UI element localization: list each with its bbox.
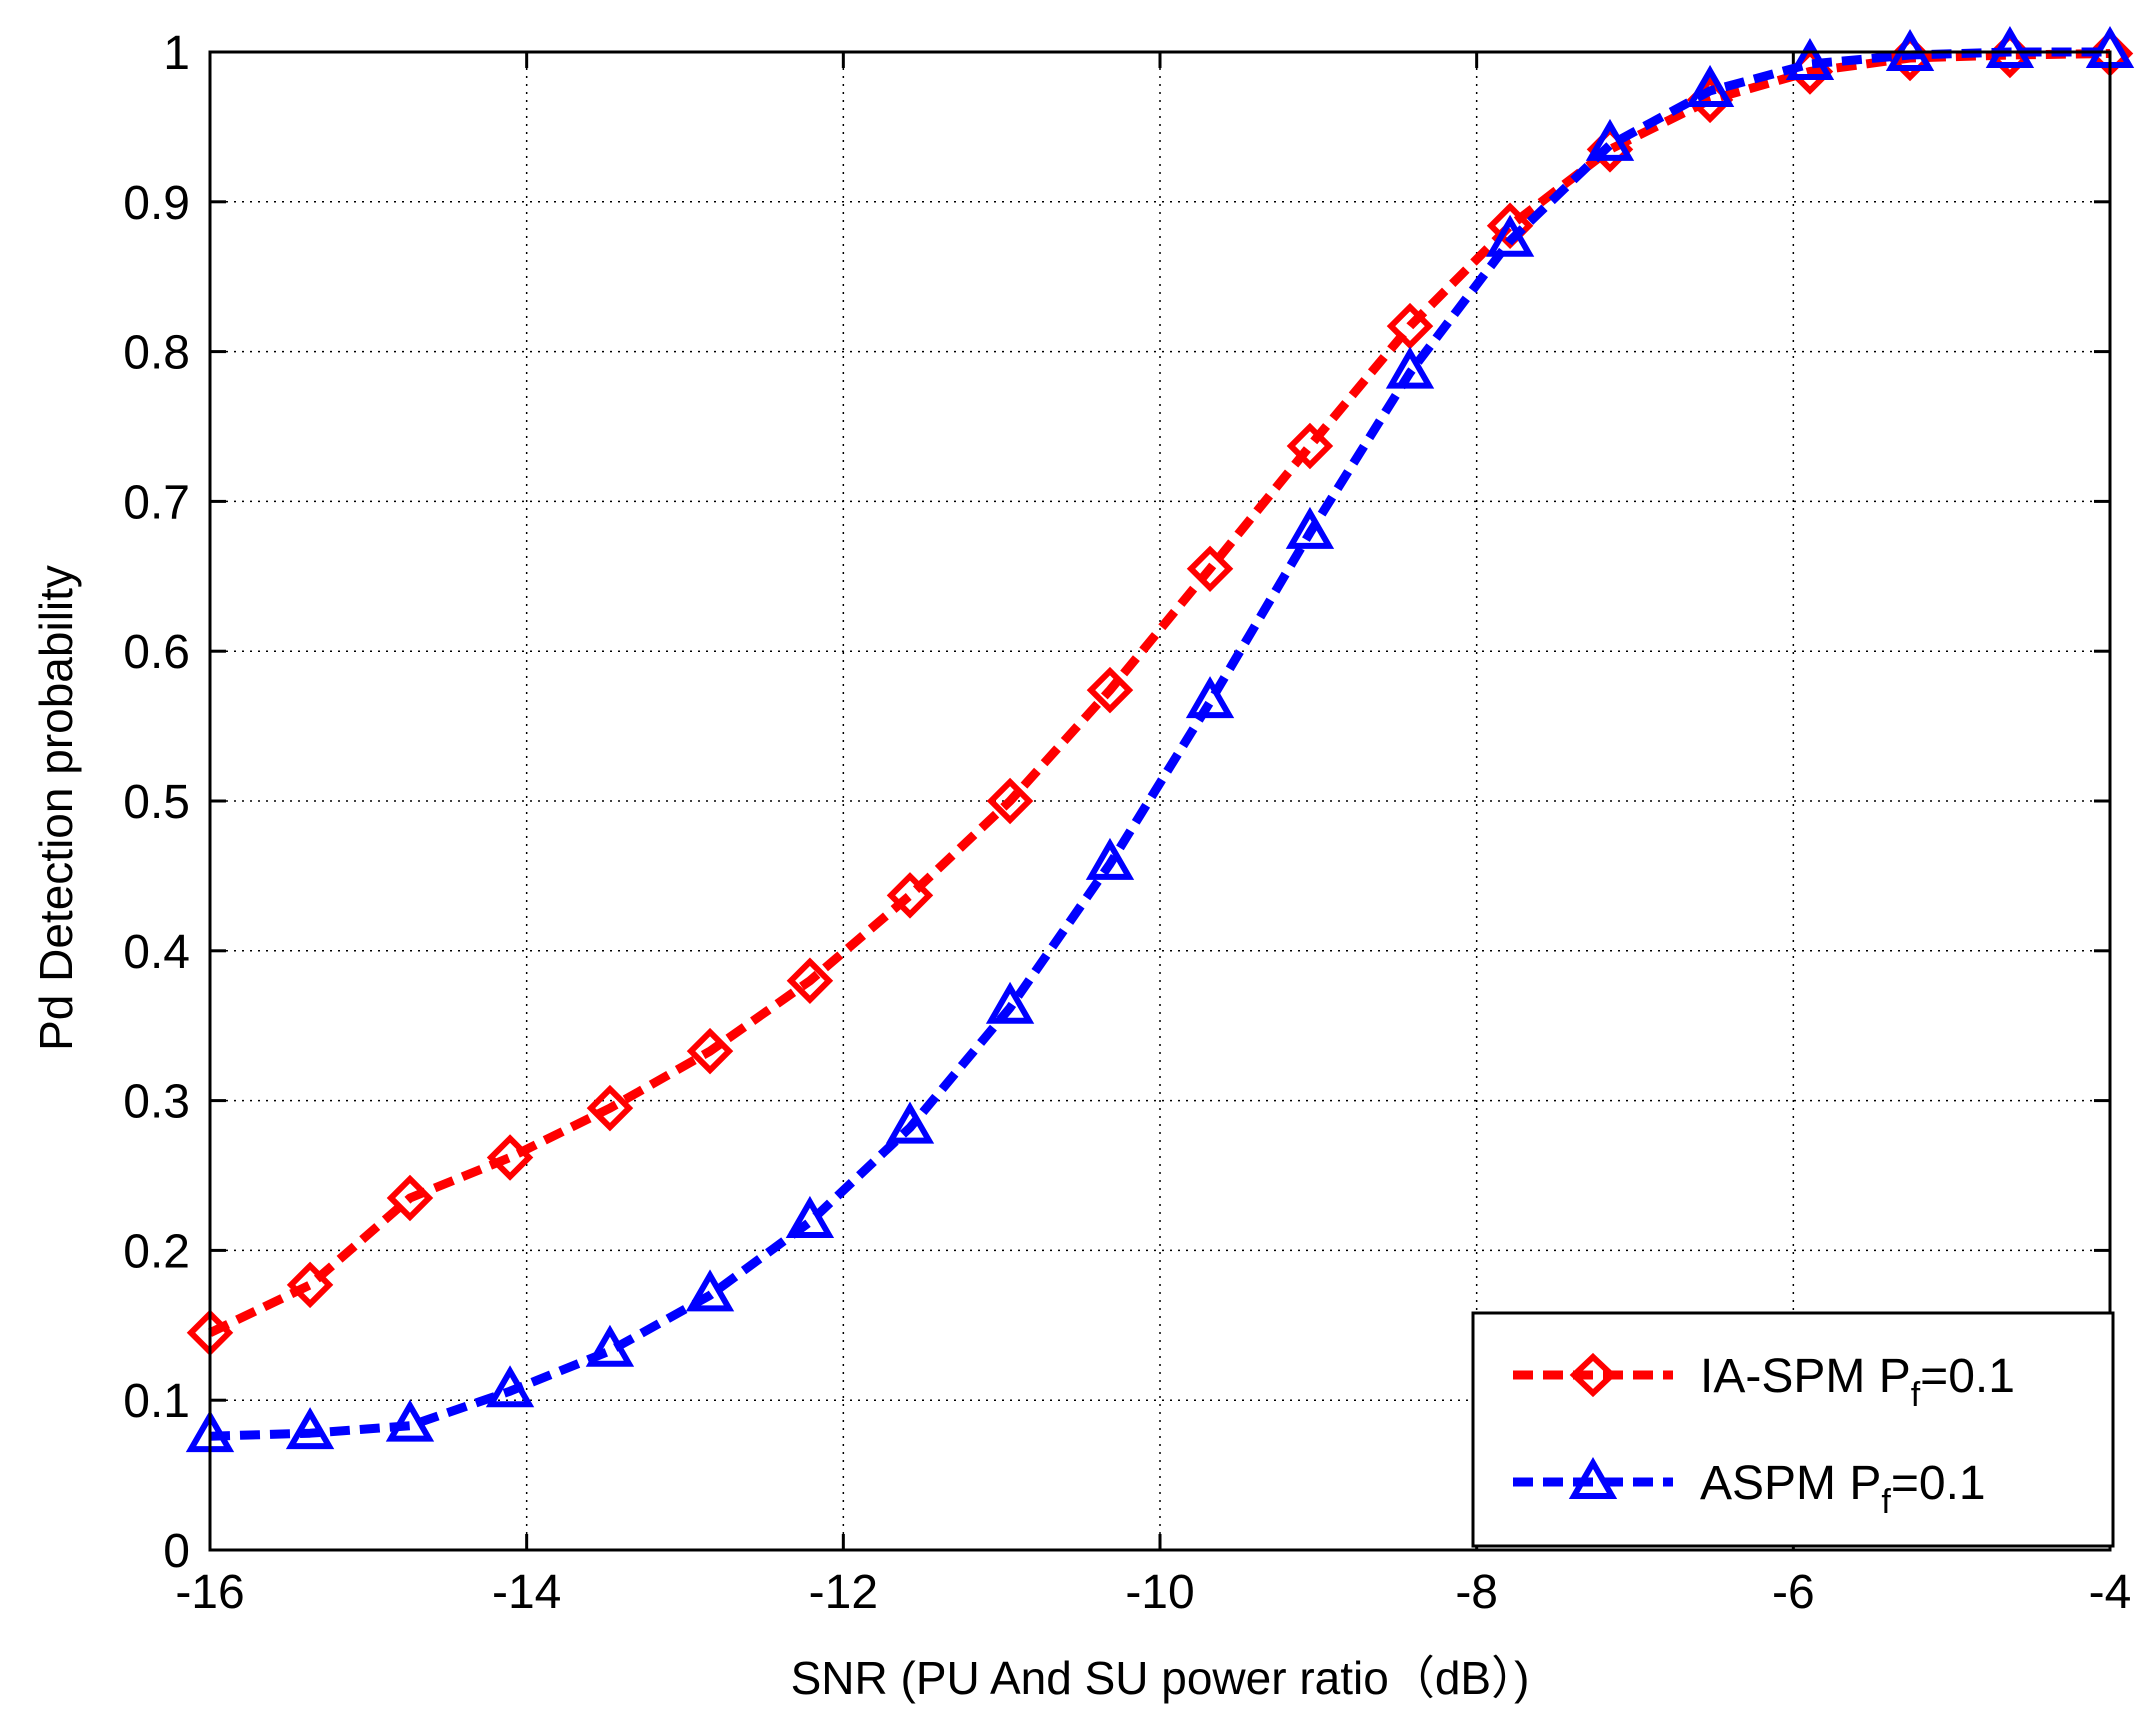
triangle-marker	[1985, 25, 2035, 68]
legend-entry-aspm: ASPM Pf=0.1	[1513, 1456, 1986, 1521]
y-axis-label: Pd Detection probability	[30, 565, 82, 1051]
x-tick-label: -10	[1125, 1566, 1194, 1619]
triangle-marker	[785, 1195, 835, 1238]
legend-entry-ia-spm: IA-SPM Pf=0.1	[1513, 1350, 2015, 1414]
legend-label-ia-spm-main: IA-SPM P	[1700, 1350, 1911, 1403]
triangle-marker	[685, 1269, 735, 1312]
diamond-marker	[686, 1027, 734, 1075]
y-tick-label: 0.2	[123, 1225, 190, 1278]
legend-diamond-marker	[1569, 1352, 1617, 1398]
triangle-marker	[585, 1324, 635, 1367]
diamond-marker	[886, 872, 934, 919]
x-tick-labels: -16 -14 -12 -10 -8 -6 -4	[175, 1566, 2131, 1619]
legend-label-aspm-sub: f	[1881, 1483, 1891, 1521]
y-tick-label: 0.8	[123, 327, 190, 380]
diamond-marker	[386, 1174, 434, 1222]
x-tick-label: -12	[809, 1566, 878, 1619]
y-tick-label: 1	[163, 27, 190, 80]
triangle-marker	[1685, 64, 1735, 107]
diamond-marker	[1186, 545, 1234, 593]
triangle-marker	[1085, 837, 1135, 880]
legend-triangle-marker	[1568, 1456, 1618, 1499]
diamond-marker	[786, 957, 834, 1005]
x-tick-label: -4	[2089, 1566, 2132, 1619]
x-tick-label: -8	[1455, 1566, 1498, 1619]
triangle-marker	[985, 981, 1035, 1024]
diamond-marker	[1386, 302, 1434, 350]
triangle-marker	[1285, 506, 1335, 549]
legend: IA-SPM Pf=0.1 ASPM Pf=0.1	[1471, 1311, 2115, 1548]
triangle-marker	[285, 1407, 335, 1450]
legend-box	[1471, 1311, 2115, 1548]
triangle-marker	[1185, 676, 1235, 719]
legend-label-ia-spm: IA-SPM Pf=0.1	[1700, 1350, 2015, 1414]
diamond-marker	[1286, 422, 1334, 470]
y-tick-labels: 0 0.1 0.2 0.3 0.4 0.5 0.6 0.7 0.8 0.9 1	[123, 27, 190, 1578]
triangle-marker	[1785, 37, 1835, 80]
legend-label-aspm-main: ASPM P	[1700, 1457, 1881, 1510]
y-tick-label: 0.5	[123, 776, 190, 829]
legend-label-ia-spm-tail: =0.1	[1920, 1350, 2015, 1403]
y-tick-label: 0.9	[123, 177, 190, 230]
triangle-marker	[1485, 214, 1535, 257]
diamond-marker	[986, 777, 1034, 825]
triangle-marker	[1385, 346, 1435, 389]
y-tick-label: 0.4	[123, 926, 190, 979]
x-tick-label: -6	[1772, 1566, 1815, 1619]
diamond-marker	[286, 1261, 334, 1309]
y-tick-label: 0	[163, 1525, 190, 1578]
diamond-marker	[1486, 202, 1534, 250]
diamond-marker	[586, 1084, 634, 1132]
triangle-marker	[1585, 118, 1635, 161]
y-tick-label: 0.3	[123, 1076, 190, 1129]
x-tick-label: -16	[175, 1566, 244, 1619]
plot-area-frame	[208, 50, 2112, 1552]
x-tick-label: -14	[492, 1566, 561, 1619]
diamond-marker	[1086, 666, 1134, 714]
x-axis-label: SNR (PU And SU power ratio（dB）)	[791, 1652, 1530, 1704]
legend-label-ia-spm-sub: f	[1911, 1376, 1921, 1414]
triangle-marker	[385, 1399, 435, 1442]
legend-label-aspm: ASPM Pf=0.1	[1700, 1457, 1986, 1521]
triangle-marker	[485, 1365, 535, 1408]
triangle-marker	[885, 1101, 935, 1144]
y-tick-label: 0.6	[123, 626, 190, 679]
diamond-marker	[486, 1134, 534, 1181]
y-tick-label: 0.7	[123, 476, 190, 529]
legend-label-aspm-tail: =0.1	[1891, 1457, 1986, 1510]
y-tick-label: 0.1	[123, 1375, 190, 1428]
